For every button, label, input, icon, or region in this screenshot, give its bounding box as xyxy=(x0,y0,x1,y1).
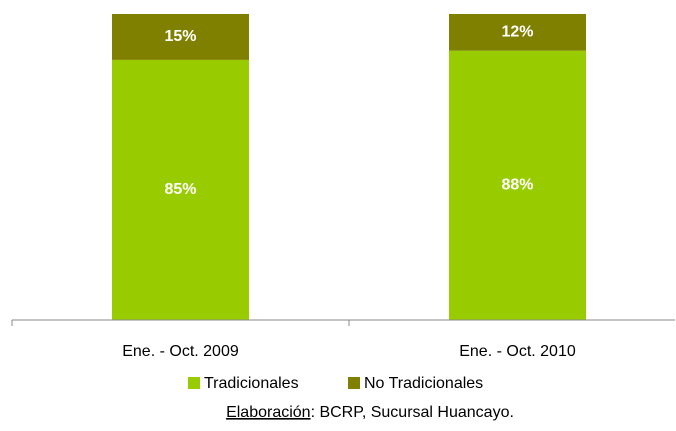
value-label: 85% xyxy=(164,181,196,198)
bar-segment xyxy=(449,14,586,51)
x-tick-label: Ene. - Oct. 2010 xyxy=(459,343,576,360)
legend-label: Tradicionales xyxy=(204,375,299,392)
source-text: : BCRP, Sucursal Huancayo. xyxy=(311,404,514,421)
legend: Tradicionales No Tradicionales xyxy=(188,375,483,392)
bar-segment xyxy=(112,59,249,321)
legend-label: No Tradicionales xyxy=(364,375,483,392)
bar-segment xyxy=(112,14,249,60)
legend-swatch xyxy=(348,377,360,389)
x-tick-label: Ene. - Oct. 2009 xyxy=(122,343,239,360)
source-note: Elaboración: BCRP, Sucursal Huancayo. xyxy=(226,404,514,421)
value-label: 15% xyxy=(164,28,196,45)
value-label: 12% xyxy=(501,24,533,41)
legend-swatch xyxy=(188,377,200,389)
bar-segment xyxy=(449,50,586,320)
value-label: 88% xyxy=(501,177,533,194)
source-label: Elaboración xyxy=(226,404,311,421)
